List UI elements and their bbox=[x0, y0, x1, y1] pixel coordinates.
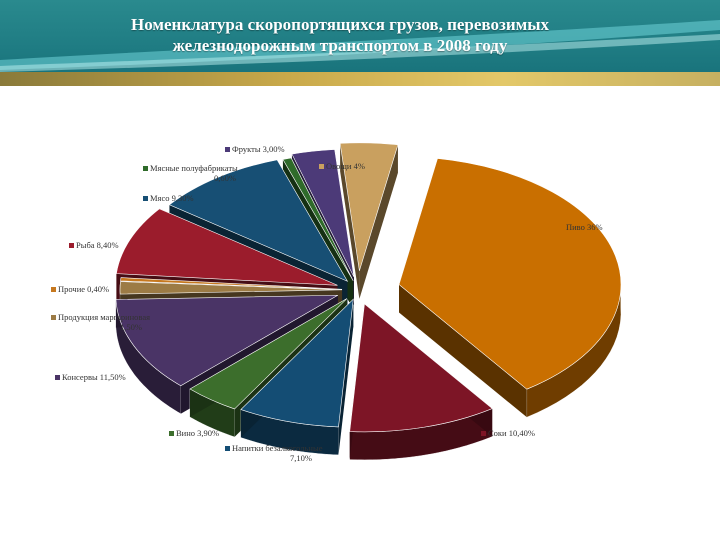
pie-slice bbox=[240, 298, 354, 428]
slice-label-text: Фрукты 3,00% bbox=[232, 144, 285, 154]
legend-swatch bbox=[69, 243, 74, 248]
slice-label-text: Рыба 8,40% bbox=[76, 240, 119, 250]
header-swoosh bbox=[0, 20, 720, 72]
legend-swatch bbox=[143, 196, 148, 201]
pie-slice bbox=[291, 149, 355, 278]
slice-label: Продукция маргариновая 1,50% bbox=[51, 312, 150, 332]
legend-swatch bbox=[51, 315, 56, 320]
legend-swatch bbox=[225, 446, 230, 451]
legend-swatch bbox=[143, 166, 148, 171]
header-banner bbox=[0, 0, 720, 86]
slice-label-text: Вино 3,90% bbox=[176, 428, 219, 438]
legend-swatch bbox=[481, 431, 486, 436]
slice-label-text: Овощи 4% bbox=[326, 161, 365, 171]
legend-swatch bbox=[319, 164, 324, 169]
slice-label-text: Мясо 9,30% bbox=[150, 193, 194, 203]
slice-label: Прочие 0,40% bbox=[51, 284, 109, 294]
slice-label: Мясо 9,30% bbox=[143, 193, 194, 203]
legend-swatch bbox=[559, 225, 564, 230]
pie-slice bbox=[119, 281, 343, 295]
slice-label: Фрукты 3,00% bbox=[225, 144, 285, 154]
pie-slice bbox=[120, 277, 343, 290]
slice-label: Овощи 4% bbox=[319, 161, 365, 171]
pie-slice bbox=[398, 158, 622, 390]
legend-swatch bbox=[169, 431, 174, 436]
pie-slice bbox=[116, 208, 338, 286]
slice-label: Мясные полуфабрикаты 0,60% bbox=[143, 163, 238, 183]
slice-label-text: Напитки безалкогольные 7,10% bbox=[232, 443, 323, 463]
slice-label: Консервы 11,50% bbox=[55, 372, 126, 382]
pie-slice bbox=[349, 303, 493, 433]
slice-label: Вино 3,90% bbox=[169, 428, 219, 438]
slice-label: Соки 10,40% bbox=[481, 428, 535, 438]
pie-slice bbox=[189, 298, 348, 410]
pie-slice bbox=[168, 159, 349, 282]
pie-slice bbox=[339, 142, 399, 271]
title-line-1: Номенклатура скоропортящихся грузов, пер… bbox=[131, 15, 549, 34]
legend-swatch bbox=[225, 147, 230, 152]
slice-label: Пиво 36% bbox=[559, 222, 603, 232]
title-line-2: железнодорожным транспортом в 2008 году bbox=[172, 36, 508, 55]
pie-slice bbox=[282, 157, 354, 281]
slice-label-text: Прочие 0,40% bbox=[58, 284, 109, 294]
page-title: Номенклатура скоропортящихся грузов, пер… bbox=[40, 14, 640, 56]
slice-label-text: Продукция маргариновая 1,50% bbox=[58, 312, 150, 332]
slice-label: Напитки безалкогольные 7,10% bbox=[225, 443, 323, 463]
legend-swatch bbox=[51, 287, 56, 292]
slice-label-text: Соки 10,40% bbox=[488, 428, 535, 438]
slice-label: Рыба 8,40% bbox=[69, 240, 119, 250]
pie-slice bbox=[115, 294, 338, 387]
header-gold-stripe bbox=[0, 72, 720, 86]
slice-label-text: Мясные полуфабрикаты 0,60% bbox=[150, 163, 238, 183]
pie-slice-side bbox=[340, 143, 398, 299]
slice-label-text: Консервы 11,50% bbox=[62, 372, 126, 382]
slice-label-text: Пиво 36% bbox=[566, 222, 603, 232]
legend-swatch bbox=[55, 375, 60, 380]
